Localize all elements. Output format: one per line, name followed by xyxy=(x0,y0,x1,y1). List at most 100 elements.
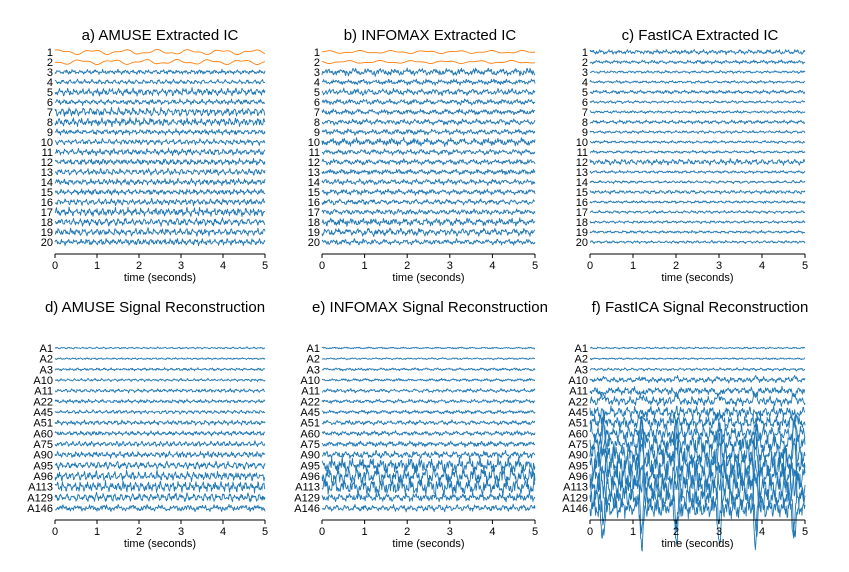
panel-b-trace-6 xyxy=(321,98,536,106)
panel-e-x-tick-label: 4 xyxy=(489,526,495,538)
panel-a-channel-label: 9 xyxy=(47,127,53,139)
panel-c-channel-label: 7 xyxy=(582,107,588,119)
panel-c-trace-17 xyxy=(589,209,806,215)
panel-f-channel-label: A2 xyxy=(575,354,588,366)
panel-b-channel-label: 15 xyxy=(308,187,320,199)
panel-e-trace-A2 xyxy=(321,357,536,361)
panel-d-channel-label: A51 xyxy=(33,418,53,430)
panel-a-channel-label: 5 xyxy=(47,87,53,99)
panel-b-trace-2 xyxy=(321,59,536,64)
panel-b-channel-label: 12 xyxy=(308,157,320,169)
panel-a-trace-11 xyxy=(54,147,266,157)
panel-a-channel-label: 8 xyxy=(47,117,53,129)
panel-e-channel-label: A22 xyxy=(300,396,320,408)
panel-c-channel-label: 1 xyxy=(582,47,588,59)
panel-b-trace-16 xyxy=(321,198,536,206)
panel-f-trace-A75 xyxy=(589,415,806,455)
panel-e-trace-A22 xyxy=(321,398,536,405)
panel-a-trace-5 xyxy=(54,87,266,97)
panel-a-trace-17 xyxy=(54,206,266,218)
panel-c-channel-label: 3 xyxy=(582,67,588,79)
panel-c-trace-3 xyxy=(589,70,806,74)
panel-c-trace-2 xyxy=(589,59,806,65)
panel-c-trace-10 xyxy=(589,140,806,144)
panel-a-title: a) AMUSE Extracted IC xyxy=(82,27,239,44)
panel-a-channel-label: 1 xyxy=(47,47,53,59)
panel-d-trace-A129 xyxy=(54,491,266,503)
panel-d-channel-label: A75 xyxy=(33,439,53,451)
panel-a-x-tick-label: 3 xyxy=(178,260,184,272)
panel-c-channel-label: 5 xyxy=(582,87,588,99)
panel-f-channel-label: A75 xyxy=(568,439,588,451)
panel-c-trace-4 xyxy=(589,79,806,85)
panel-d-trace-A96 xyxy=(54,469,266,482)
panel-b-channel-label: 4 xyxy=(314,77,320,89)
panel-a-trace-8 xyxy=(54,117,266,128)
panel-f-channel-label: A90 xyxy=(568,450,588,462)
panel-b-channel-label: 16 xyxy=(308,197,320,209)
panel-a-trace-3 xyxy=(54,68,266,75)
panel-d-channel-label: A11 xyxy=(34,386,53,398)
panel-f-channel-label: A129 xyxy=(562,492,588,504)
panel-b-channel-label: 20 xyxy=(308,237,320,249)
panel-f-channel-label: A22 xyxy=(568,396,588,408)
panel-a-channel-label: 3 xyxy=(47,67,53,79)
panel-e-channel-label: A10 xyxy=(300,375,320,387)
panel-c-x-tick-label: 4 xyxy=(759,260,765,272)
panel-f-x-tick-label: 0 xyxy=(587,526,593,538)
panel-d-trace-A11 xyxy=(54,388,266,394)
panel-b-x-tick-label: 1 xyxy=(362,260,368,272)
panel-e-channel-label: A129 xyxy=(294,492,320,504)
panel-d-channel-label: A3 xyxy=(40,364,53,376)
panel-c-trace-8 xyxy=(589,119,806,125)
panel-a-channel-label: 19 xyxy=(41,227,53,239)
panel-c-title: c) FastICA Extracted IC xyxy=(622,27,779,44)
panel-d-trace-A51 xyxy=(54,419,266,426)
panel-c-trace-1 xyxy=(589,49,806,56)
panel-a-channel-label: 20 xyxy=(41,237,53,249)
panel-b-channel-label: 5 xyxy=(314,87,320,99)
panel-f-channel-label: A146 xyxy=(562,503,588,515)
panel-d-trace-A22 xyxy=(54,398,266,404)
panel-c-channel-label: 6 xyxy=(582,97,588,109)
panel-e-x-tick-label: 5 xyxy=(532,526,538,538)
panel-a-channel-label: 11 xyxy=(42,147,53,159)
panel-e-x-tick-label: 0 xyxy=(319,526,325,538)
panel-a-trace-10 xyxy=(54,138,266,146)
panel-a-channel-label: 7 xyxy=(47,107,53,119)
panel-d-x-tick-label: 4 xyxy=(220,526,226,538)
panel-a-trace-4 xyxy=(54,78,266,85)
panel-e-x-tick-label: 2 xyxy=(404,526,410,538)
panel-e-trace-A95 xyxy=(321,456,536,475)
panel-b-trace-7 xyxy=(321,108,536,116)
panel-f-x-tick-label: 3 xyxy=(716,526,722,538)
panel-d-x-tick-label: 1 xyxy=(94,526,100,538)
panel-b-channel-label: 10 xyxy=(308,137,320,149)
panel-c-trace-7 xyxy=(589,110,806,115)
panel-a-x-tick-label: 1 xyxy=(94,260,100,272)
panel-c-channel-label: 19 xyxy=(576,227,588,239)
panel-b-x-axis-label: time (seconds) xyxy=(392,272,464,284)
panel-f-title: f) FastICA Signal Reconstruction xyxy=(592,299,809,316)
panel-b-trace-4 xyxy=(321,78,536,86)
panel-f-channel-label: A11 xyxy=(569,386,588,398)
panel-a-trace-7 xyxy=(54,106,266,117)
panel-c-x-tick-label: 1 xyxy=(630,260,636,272)
panel-e-channel-label: A113 xyxy=(295,482,320,494)
panel-d-channel-label: A10 xyxy=(33,375,53,387)
panel-e-channel-label: A51 xyxy=(300,418,320,430)
panel-e-trace-A113 xyxy=(321,476,536,496)
panel-d-trace-A60 xyxy=(54,430,266,437)
panel-e-channel-label: A60 xyxy=(300,428,320,440)
panel-a-x-tick-label: 0 xyxy=(52,260,58,272)
panel-b-channel-label: 13 xyxy=(308,167,320,179)
panel-c-trace-14 xyxy=(589,179,806,185)
panel-a-trace-6 xyxy=(54,98,266,106)
panel-f-channel-label: A96 xyxy=(568,471,588,483)
panel-a-channel-label: 6 xyxy=(47,97,53,109)
panel-b-trace-20 xyxy=(321,238,536,246)
panel-c-channel-label: 13 xyxy=(576,167,588,179)
panel-a-trace-19 xyxy=(54,227,266,237)
panel-f-trace-A10 xyxy=(589,375,806,384)
